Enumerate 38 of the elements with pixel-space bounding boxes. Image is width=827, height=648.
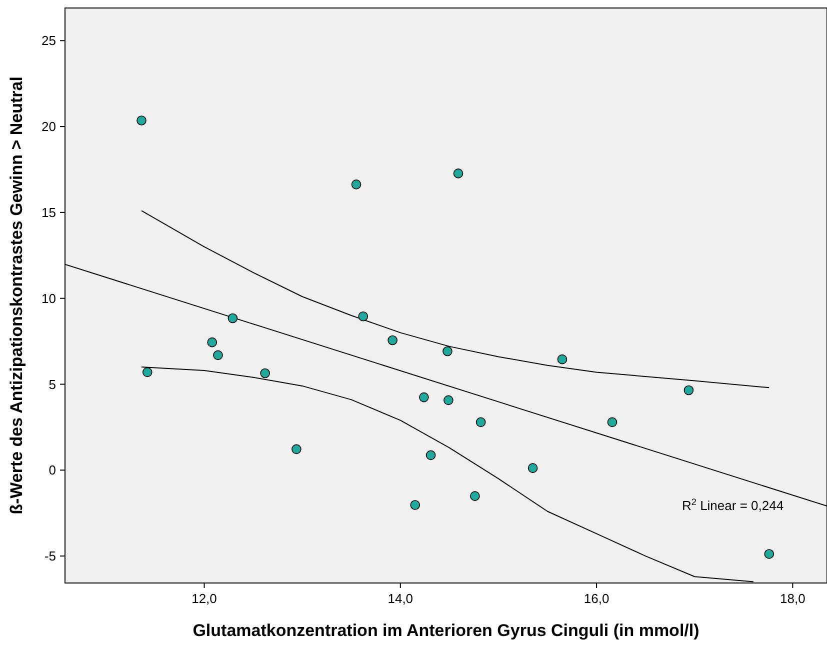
point bbox=[557, 354, 568, 364]
x-axis-title: Glutamatkonzentration im Anterioren Gyrus Cinguli (in mmol/l) bbox=[192, 621, 700, 640]
y-tick-label: 25 bbox=[42, 33, 56, 48]
point bbox=[684, 385, 694, 396]
point bbox=[528, 463, 538, 473]
point bbox=[410, 500, 420, 510]
point bbox=[260, 368, 270, 378]
x-tick-label: 18,0 bbox=[780, 591, 806, 606]
y-tick-label: -5 bbox=[44, 548, 56, 564]
point bbox=[470, 491, 480, 501]
line-series bbox=[140, 210, 770, 388]
y-tick-label: 0 bbox=[48, 462, 56, 478]
y-tick-label: 10 bbox=[42, 290, 56, 306]
point bbox=[351, 180, 362, 190]
point bbox=[358, 311, 368, 322]
point bbox=[426, 450, 436, 460]
point bbox=[207, 337, 218, 348]
point bbox=[142, 367, 152, 378]
point bbox=[292, 444, 302, 454]
annotation: R$^{2}$ Linear = 0,244 bbox=[682, 497, 784, 513]
y-axis-title: ß-Werte des Antizipationskontrastes Gewinn > Neutral bbox=[7, 76, 26, 514]
x-tick-label: 16,0 bbox=[584, 591, 610, 606]
point bbox=[388, 335, 398, 346]
point bbox=[442, 346, 452, 356]
point bbox=[213, 350, 223, 360]
point bbox=[764, 549, 774, 559]
point bbox=[607, 417, 618, 428]
point bbox=[136, 116, 146, 126]
y-tick-label: 5 bbox=[48, 376, 56, 392]
point bbox=[444, 395, 454, 406]
x-tick-label: 14,0 bbox=[388, 591, 414, 606]
y-tick-label: 20 bbox=[42, 119, 56, 134]
point bbox=[476, 417, 486, 428]
y-tick-label: 15 bbox=[42, 204, 56, 220]
point bbox=[453, 168, 464, 178]
point bbox=[419, 392, 429, 402]
point bbox=[228, 313, 238, 324]
x-tick-label: 12,0 bbox=[192, 591, 217, 606]
